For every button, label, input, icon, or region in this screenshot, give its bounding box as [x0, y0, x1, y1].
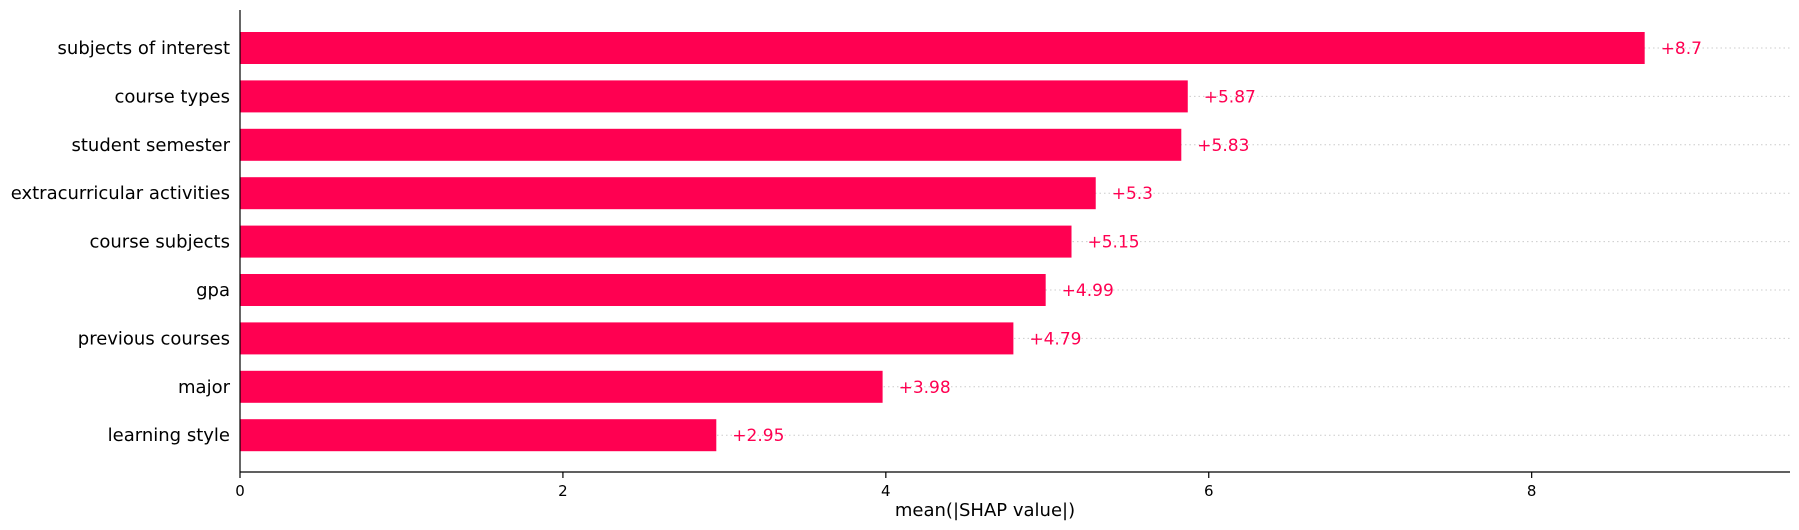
bar-student-semester — [240, 128, 1182, 161]
bar-major — [240, 370, 883, 403]
value-label: +4.79 — [1029, 329, 1081, 349]
category-label: course subjects — [89, 232, 230, 253]
category-label: gpa — [196, 280, 230, 301]
category-label: extracurricular activities — [11, 183, 230, 204]
bar-course-types — [240, 80, 1188, 113]
category-label: previous courses — [78, 328, 230, 349]
x-tick-label: 8 — [1527, 482, 1537, 500]
value-label: +8.7 — [1661, 39, 1702, 59]
x-tick-label: 6 — [1204, 482, 1214, 500]
bar-previous-courses — [240, 322, 1014, 355]
bar-layer — [240, 32, 1645, 452]
x-tick-layer: 0 2 4 6 8 — [235, 472, 1536, 500]
label-layer: +8.7 subjects of interest +5.87 course type… — [11, 38, 1702, 446]
category-label: student semester — [71, 135, 230, 156]
bar-subjects-of-interest — [240, 32, 1645, 64]
bar-course-subjects — [240, 225, 1072, 258]
x-tick-label: 0 — [235, 482, 245, 500]
x-axis-title: mean(|SHAP value|) — [895, 500, 1075, 521]
value-label: +2.95 — [732, 426, 784, 446]
x-tick-label: 4 — [881, 482, 891, 500]
value-label: +3.98 — [899, 378, 951, 398]
bar-extracurricular-activities — [240, 177, 1096, 210]
value-label: +4.99 — [1062, 281, 1114, 301]
category-label: major — [178, 377, 231, 398]
value-label: +5.83 — [1197, 136, 1249, 156]
bar-gpa — [240, 274, 1046, 306]
category-label: subjects of interest — [58, 38, 230, 59]
x-tick-label: 2 — [558, 482, 568, 500]
value-label: +5.87 — [1204, 87, 1256, 107]
bar-learning-style — [240, 419, 717, 452]
category-label: course types — [115, 86, 230, 107]
category-label: learning style — [108, 425, 230, 446]
value-label: +5.3 — [1112, 184, 1153, 204]
value-label: +5.15 — [1088, 233, 1140, 253]
